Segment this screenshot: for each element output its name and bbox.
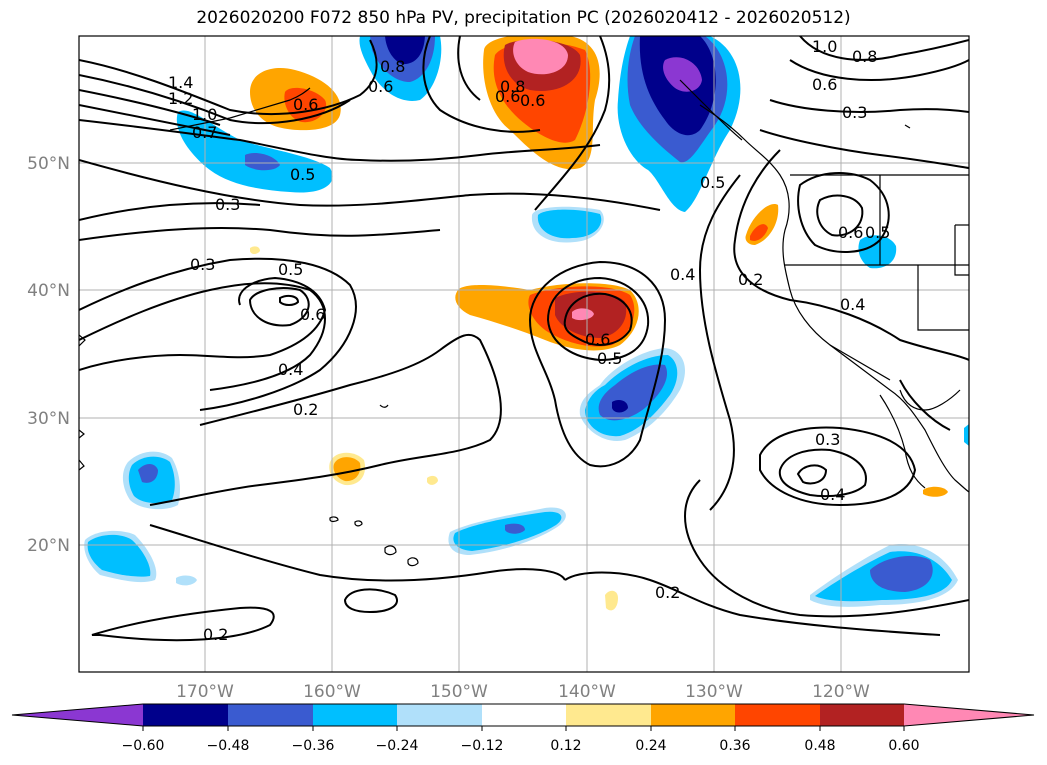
coastlines	[79, 79, 969, 567]
colorbar-tick-label: 0.12	[550, 738, 581, 754]
contour-label: 0.2	[738, 270, 763, 289]
contour-label: 0.6	[585, 330, 610, 349]
contour-label: 1.4	[168, 73, 193, 92]
colorbar-tick-label: 0.48	[804, 738, 835, 754]
contour-label: 1.0	[812, 37, 837, 56]
contour-label: 0.4	[820, 485, 845, 504]
colorbar-tick-label: 0.24	[635, 738, 666, 754]
contour-label: 0.6	[520, 91, 545, 110]
lat-label: 20°N	[27, 536, 70, 556]
pv-contours	[79, 36, 969, 642]
contour-label: 0.5	[700, 173, 725, 192]
colorbar-segment	[143, 704, 228, 726]
colorbar-tick-label: 0.36	[719, 738, 750, 754]
lon-label: 130°W	[685, 682, 743, 702]
map-frame	[78, 35, 970, 673]
colorbar-segment	[313, 704, 397, 726]
lon-label: 120°W	[812, 682, 870, 702]
lat-label: 30°N	[27, 409, 70, 429]
lon-labels: 170°W 160°W 150°W 140°W 130°W 120°W	[176, 682, 870, 702]
contour-label: 0.6	[495, 87, 520, 106]
colorbar-tick-label: 0.60	[888, 738, 919, 754]
colorbar-segment	[566, 704, 651, 726]
contour-label: 0.8	[500, 77, 525, 96]
colorbar-tick-label: −0.12	[461, 738, 504, 754]
contour-label: 0.8	[380, 57, 405, 76]
colorbar-tick-label: −0.48	[207, 738, 250, 754]
contour-label: 0.6	[368, 77, 393, 96]
lon-label: 140°W	[558, 682, 616, 702]
contour-label: 1.2	[168, 89, 193, 108]
colorbar-segment	[735, 704, 820, 726]
colorbar-segment	[482, 704, 566, 726]
contour-labels: 1.4 1.2 1.0 0.7 0.6 0.6 0.8 0.6 0.8 0.6 …	[168, 37, 890, 644]
lat-label: 40°N	[27, 281, 70, 301]
map-area: 1.4 1.2 1.0 0.7 0.6 0.6 0.8 0.6 0.8 0.6 …	[79, 36, 969, 672]
contour-label: 0.3	[190, 255, 215, 274]
lat-labels: 50°N 40°N 30°N 20°N	[27, 154, 70, 556]
lon-label: 170°W	[176, 682, 234, 702]
contour-label: 0.5	[597, 349, 622, 368]
colorbar-extend-high	[904, 704, 1034, 726]
contour-label: 0.6	[300, 305, 325, 324]
contour-label: 0.6	[812, 75, 837, 94]
contour-label: 0.3	[815, 430, 840, 449]
colorbar-segment	[820, 704, 904, 726]
graticule	[79, 36, 969, 672]
lon-label: 150°W	[430, 682, 488, 702]
contour-label: 0.5	[278, 260, 303, 279]
colorbar-tick-label: −0.60	[122, 738, 165, 754]
lat-label: 50°N	[27, 154, 70, 174]
colorbar-segment	[397, 704, 482, 726]
contour-label: 0.5	[865, 223, 890, 242]
colorbar-segment	[651, 704, 735, 726]
lon-label: 160°W	[303, 682, 361, 702]
contour-label: 0.8	[852, 47, 877, 66]
contour-label: 0.4	[670, 265, 695, 284]
colorbar: −0.60 −0.48 −0.36 −0.24 −0.12 0.12 0.24 …	[11, 703, 1035, 754]
colorbar-segment	[228, 704, 313, 726]
contour-label: 0.6	[293, 95, 318, 114]
colorbar-tick-label: −0.36	[292, 738, 335, 754]
contour-label: 0.2	[655, 583, 680, 602]
colorbar-extend-low	[12, 704, 143, 726]
map-title: 2026020200 F072 850 hPa PV, precipitatio…	[196, 8, 851, 28]
contour-label: 0.6	[838, 223, 863, 242]
contour-label: 0.7	[192, 123, 217, 142]
contour-label: 0.3	[842, 103, 867, 122]
contour-label: 0.4	[278, 360, 303, 379]
contour-label: 1.0	[192, 105, 217, 124]
contour-label: 0.2	[293, 400, 318, 419]
contour-label: 0.2	[203, 625, 228, 644]
contour-label: 0.3	[215, 195, 240, 214]
contour-label: 0.5	[290, 165, 315, 184]
contour-label: 0.4	[840, 295, 865, 314]
colorbar-tick-label: −0.24	[376, 738, 419, 754]
